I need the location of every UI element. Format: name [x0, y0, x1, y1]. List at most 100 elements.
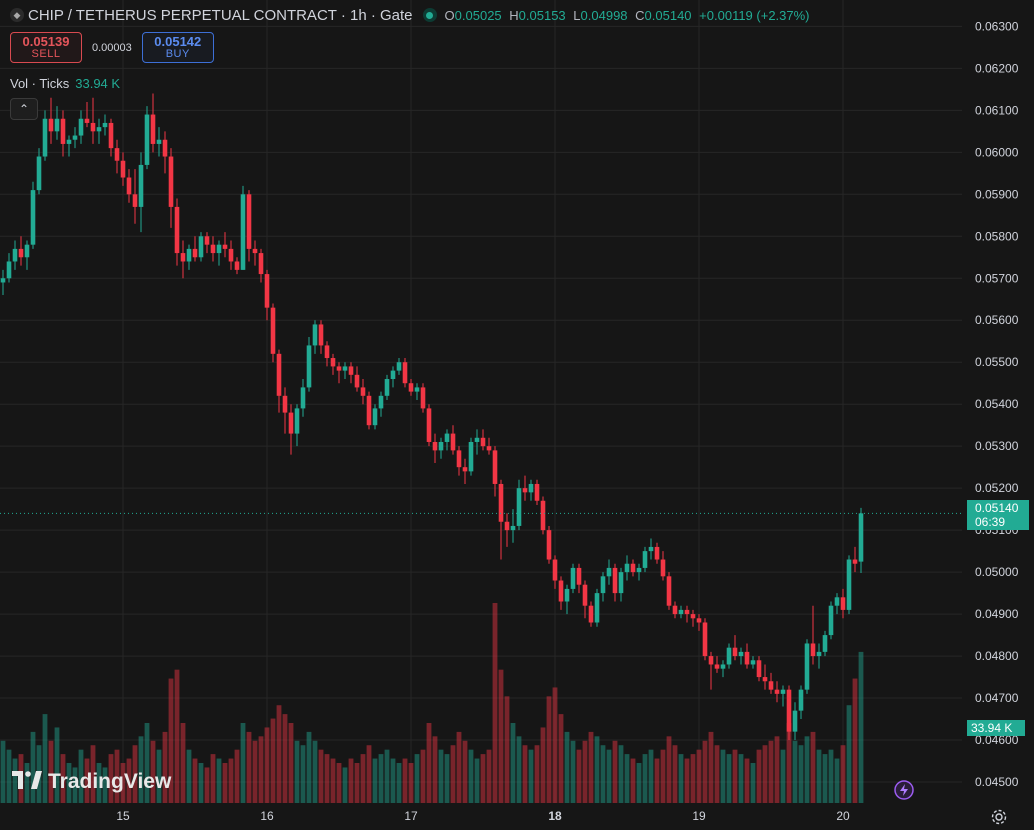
volume-bar — [594, 736, 600, 803]
volume-bar — [402, 758, 408, 803]
candle-body — [684, 609, 690, 615]
y-tick-label: 0.04900 — [975, 607, 1019, 621]
candle-body — [36, 156, 42, 191]
candle-body — [276, 353, 282, 396]
candle-body — [672, 605, 678, 615]
candle-body — [444, 433, 450, 442]
symbol-title[interactable]: CHIP / TETHERUS PERPETUAL CONTRACT · 1h … — [28, 6, 413, 24]
volume-bar — [288, 723, 294, 803]
volume-bar — [756, 749, 762, 803]
volume-bar — [204, 767, 210, 803]
open-value: 0.05025 — [454, 7, 502, 23]
candle-body — [204, 236, 210, 245]
volume-bar — [528, 749, 534, 803]
gear-icon[interactable] — [990, 808, 1008, 826]
candle-body — [534, 483, 540, 501]
volume-bar — [24, 763, 30, 803]
volume-bar — [642, 754, 648, 803]
candle-body — [138, 164, 144, 207]
volume-bar — [744, 758, 750, 803]
volume-bar — [690, 754, 696, 803]
candle-body — [390, 370, 396, 380]
volume-bar — [774, 736, 780, 803]
candle-body — [360, 387, 366, 396]
candle-body — [846, 559, 852, 610]
candle-body — [714, 664, 720, 669]
volume-bar — [324, 754, 330, 803]
candle-body — [162, 139, 168, 157]
volume-bar — [306, 731, 312, 803]
volume-bar — [378, 754, 384, 803]
candle-body — [222, 244, 228, 249]
candle-body — [66, 139, 72, 144]
candle-body — [150, 114, 156, 144]
volume-bar — [738, 754, 744, 803]
close-value: 0.05140 — [644, 7, 692, 23]
volume-bar — [510, 723, 516, 803]
volume-bar — [348, 758, 354, 803]
candle-body — [60, 118, 66, 144]
candle-body — [342, 366, 348, 371]
volume-bar — [114, 749, 120, 803]
volume-bar — [576, 749, 582, 803]
lightning-icon[interactable] — [894, 780, 914, 800]
volume-bar — [300, 745, 306, 803]
volume-bar — [630, 758, 636, 803]
candle-body — [336, 366, 342, 371]
candle-body — [654, 546, 660, 560]
candle-body — [30, 190, 36, 245]
candle-body — [402, 362, 408, 384]
candle-body — [84, 118, 90, 123]
volume-bar — [240, 723, 246, 803]
volume-bar — [396, 763, 402, 803]
volume-bar — [468, 749, 474, 803]
volume-bar — [558, 714, 564, 803]
candle-body — [186, 248, 192, 262]
volume-bar — [684, 758, 690, 803]
candle-body — [474, 437, 480, 442]
volume-bar — [312, 740, 318, 803]
candle-body — [540, 500, 546, 531]
buy-button[interactable]: 0.05142 BUY — [141, 32, 214, 63]
open-label: O — [444, 7, 455, 23]
volume-bar — [276, 705, 282, 803]
candle-body — [696, 618, 702, 623]
candle-body — [384, 379, 390, 396]
exchange-logo-icon: ◆ — [10, 8, 24, 22]
volume-bar — [420, 749, 426, 803]
volume-bar — [762, 745, 768, 803]
volume-bar — [132, 745, 138, 803]
volume-bar — [6, 749, 12, 803]
candle-body — [576, 567, 582, 585]
candle-body — [330, 358, 336, 367]
candle-body — [828, 605, 834, 636]
volume-bar — [78, 749, 84, 803]
candle-body — [408, 383, 414, 392]
volume-bar — [150, 740, 156, 803]
y-tick-label: 0.04700 — [975, 691, 1019, 705]
volume-bar — [720, 749, 726, 803]
volume-bar — [144, 723, 150, 803]
collapse-legend-button[interactable]: ⌃ — [10, 98, 38, 120]
candle-body — [648, 546, 654, 552]
candle-body — [702, 622, 708, 657]
candle-body — [90, 122, 96, 132]
volume-bar — [570, 740, 576, 803]
candle-body — [834, 597, 840, 606]
candle-body — [528, 483, 534, 493]
candle-body — [414, 387, 420, 392]
x-tick-label: 16 — [260, 809, 274, 823]
buy-label: BUY — [165, 47, 190, 60]
volume-bar — [780, 749, 786, 803]
candle-body — [126, 177, 132, 195]
volume-bar — [54, 727, 60, 803]
volume-bar — [198, 763, 204, 803]
sell-button[interactable]: 0.05139 SELL — [10, 32, 82, 63]
volume-legend[interactable]: Vol · Ticks 33.94 K — [10, 76, 120, 91]
volume-bar — [606, 749, 612, 803]
volume-bar — [156, 749, 162, 803]
candle-body — [768, 681, 774, 690]
candle-body — [552, 559, 558, 581]
ohlc-legend: O0.05025 H0.05153 L0.04998 C0.05140 +0.0… — [445, 8, 814, 23]
